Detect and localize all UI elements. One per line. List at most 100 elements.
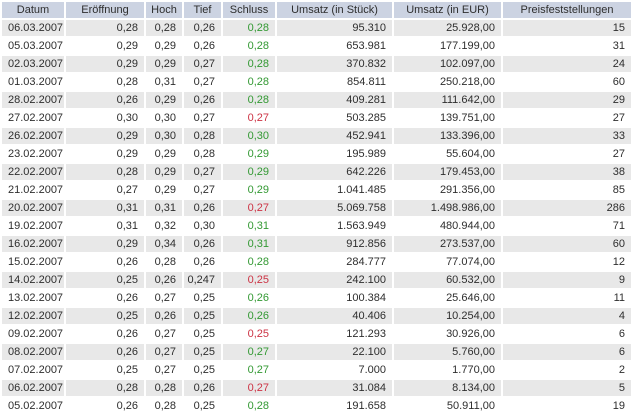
table-row: 08.02.2007 0,26 0,27 0,25 0,27 22.100 5.…: [2, 344, 631, 360]
cell-hoch: 0,30: [154, 112, 176, 124]
cell-umsatz-stueck: 195.989: [346, 148, 386, 160]
cell-datum: 23.02.2007: [8, 148, 64, 160]
cell-hoch: 0,29: [154, 148, 176, 160]
cell-datum: 05.02.2007: [8, 400, 64, 412]
cell-datum: 15.02.2007: [8, 256, 64, 268]
column-header-schluss: Schluss: [223, 2, 275, 18]
cell-eroeffnung: 0,28: [116, 76, 138, 88]
table-row: 09.02.2007 0,26 0,27 0,25 0,25 121.293 3…: [2, 326, 631, 342]
table-row: 05.02.2007 0,26 0,28 0,25 0,28 191.658 5…: [2, 398, 631, 414]
cell-schluss: 0,28: [223, 92, 275, 108]
cell-umsatz-stueck: 284.777: [346, 256, 386, 268]
cell-tief: 0,25: [184, 344, 221, 360]
cell-preisfeststellungen: 15: [503, 20, 631, 36]
cell-tief: 0,26: [184, 20, 221, 36]
cell-datum: 14.02.2007: [2, 272, 64, 288]
table-body: 06.03.2007 0,28 0,28 0,26 0,28 95.310 25…: [2, 20, 631, 414]
cell-schluss: 0,25: [247, 328, 269, 340]
cell-umsatz-eur: 25.928,00: [394, 20, 501, 36]
cell-hoch: 0,28: [146, 380, 182, 396]
cell-eroeffnung: 0,26: [66, 92, 144, 108]
column-header-umsatz-eur: Umsatz (in EUR): [394, 2, 501, 18]
column-header-umsatz-stueck: Umsatz (in Stück): [277, 2, 392, 18]
cell-preisfeststellungen: 85: [612, 184, 625, 196]
cell-datum: 28.02.2007: [2, 92, 64, 108]
cell-umsatz-stueck: 642.226: [277, 164, 392, 180]
cell-hoch: 0,32: [154, 220, 176, 232]
cell-hoch: 0,26: [146, 272, 182, 288]
cell-umsatz-stueck: 31.084: [277, 380, 392, 396]
cell-preisfeststellungen: 29: [503, 92, 631, 108]
table-row: 06.02.2007 0,28 0,28 0,26 0,27 31.084 8.…: [2, 380, 631, 396]
table-row: 19.02.2007 0,31 0,32 0,30 0,31 1.563.949…: [2, 218, 631, 234]
cell-tief: 0,25: [193, 292, 215, 304]
cell-preisfeststellungen: 60: [612, 76, 625, 88]
cell-preisfeststellungen: 33: [503, 128, 631, 144]
cell-tief: 0,26: [193, 40, 215, 52]
cell-preisfeststellungen: 71: [612, 220, 625, 232]
cell-schluss: 0,27: [223, 200, 275, 216]
table-row: 28.02.2007 0,26 0,29 0,26 0,28 409.281 1…: [2, 92, 631, 108]
cell-umsatz-eur: 50.911,00: [446, 400, 495, 412]
cell-schluss: 0,28: [247, 400, 269, 412]
cell-umsatz-eur: 177.199,00: [439, 40, 495, 52]
cell-datum: 19.02.2007: [8, 220, 64, 232]
table-row: 26.02.2007 0,29 0,30 0,28 0,30 452.941 1…: [2, 128, 631, 144]
cell-umsatz-stueck: 191.658: [346, 400, 386, 412]
cell-hoch: 0,29: [154, 184, 176, 196]
column-header-datum: Datum: [2, 2, 64, 18]
cell-tief: 0,27: [184, 164, 221, 180]
cell-umsatz-eur: 250.218,00: [439, 76, 495, 88]
cell-umsatz-stueck: 1.563.949: [337, 220, 386, 232]
cell-tief: 0,27: [193, 112, 215, 124]
cell-schluss: 0,28: [247, 40, 269, 52]
cell-tief: 0,27: [184, 56, 221, 72]
cell-hoch: 0,27: [154, 364, 176, 376]
cell-schluss: 0,29: [247, 148, 269, 160]
cell-datum: 16.02.2007: [2, 236, 64, 252]
cell-preisfeststellungen: 27: [612, 148, 625, 160]
cell-tief: 0,30: [193, 220, 215, 232]
cell-umsatz-eur: 291.356,00: [439, 184, 495, 196]
cell-eroeffnung: 0,26: [116, 400, 138, 412]
cell-preisfeststellungen: 6: [503, 344, 631, 360]
cell-umsatz-eur: 111.642,00: [394, 92, 501, 108]
cell-eroeffnung: 0,29: [116, 148, 138, 160]
cell-eroeffnung: 0,26: [66, 344, 144, 360]
column-header-preisfeststellungen: Preisfeststellungen: [503, 2, 631, 18]
cell-preisfeststellungen: 60: [503, 236, 631, 252]
cell-umsatz-eur: 77.074,00: [446, 256, 495, 268]
cell-schluss: 0,29: [223, 164, 275, 180]
cell-schluss: 0,31: [247, 220, 269, 232]
cell-eroeffnung: 0,26: [116, 292, 138, 304]
cell-preisfeststellungen: 19: [612, 400, 625, 412]
cell-tief: 0,25: [193, 400, 215, 412]
cell-preisfeststellungen: 5: [503, 380, 631, 396]
cell-schluss: 0,27: [247, 364, 269, 376]
cell-tief: 0,25: [193, 364, 215, 376]
cell-umsatz-eur: 133.396,00: [394, 128, 501, 144]
cell-umsatz-stueck: 1.041.485: [337, 184, 386, 196]
cell-eroeffnung: 0,27: [116, 184, 138, 196]
cell-preisfeststellungen: 2: [618, 364, 625, 376]
cell-hoch: 0,30: [146, 128, 182, 144]
cell-hoch: 0,27: [146, 344, 182, 360]
cell-schluss: 0,27: [247, 112, 269, 124]
table-row: 14.02.2007 0,25 0,26 0,247 0,25 242.100 …: [2, 272, 631, 288]
cell-hoch: 0,27: [154, 292, 176, 304]
table-row: 01.03.2007 0,28 0,31 0,27 0,28 854.811 2…: [2, 74, 631, 90]
cell-umsatz-stueck: 121.293: [346, 328, 386, 340]
cell-eroeffnung: 0,30: [116, 112, 138, 124]
cell-tief: 0,247: [184, 272, 221, 288]
cell-umsatz-stueck: 370.832: [277, 56, 392, 72]
cell-schluss: 0,25: [223, 272, 275, 288]
cell-preisfeststellungen: 9: [503, 272, 631, 288]
cell-tief: 0,28: [184, 128, 221, 144]
cell-datum: 07.02.2007: [8, 364, 64, 376]
cell-tief: 0,25: [184, 308, 221, 324]
cell-hoch: 0,28: [146, 20, 182, 36]
cell-preisfeststellungen: 4: [503, 308, 631, 324]
table-row: 20.02.2007 0,31 0,31 0,26 0,27 5.069.758…: [2, 200, 631, 216]
cell-eroeffnung: 0,25: [66, 272, 144, 288]
cell-schluss: 0,30: [223, 128, 275, 144]
